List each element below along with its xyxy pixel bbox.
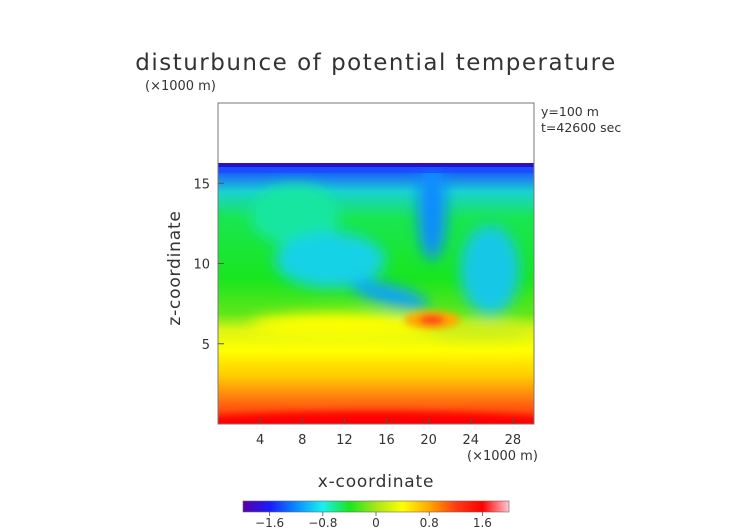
x-tick-label: 4 bbox=[256, 433, 264, 448]
annotation-t: t=42600 sec bbox=[541, 120, 621, 135]
colorbar-tick-label: 0.8 bbox=[420, 516, 439, 530]
x-tick-label: 8 bbox=[298, 433, 306, 448]
x-axis-ticks: 4 8 12 16 20 24 28 bbox=[256, 418, 521, 448]
cool-tongue bbox=[351, 280, 429, 310]
x-scale-label: (×1000 m) bbox=[467, 449, 538, 464]
y-axis-ticks: 5 10 15 bbox=[193, 177, 224, 353]
chart-title: disturbunce of potential temperature bbox=[135, 50, 617, 76]
colorbar-ticks: −1.6 −0.8 0 0.8 1.6 bbox=[255, 512, 492, 530]
y-tick-label: 5 bbox=[202, 338, 210, 353]
colorbar-tick-label: 1.6 bbox=[473, 516, 492, 530]
surface-warm bbox=[218, 412, 534, 424]
warm-core bbox=[419, 315, 445, 325]
x-tick-label: 16 bbox=[378, 433, 395, 448]
top-cold-band bbox=[218, 163, 534, 167]
y-tick-label: 10 bbox=[193, 258, 210, 273]
warm-band-right bbox=[430, 322, 530, 338]
x-axis-label: x-coordinate bbox=[318, 472, 434, 492]
cool-anomaly-left bbox=[250, 185, 340, 245]
y-axis-label: z-coordinate bbox=[165, 210, 185, 325]
colorbar-tick-label: −1.6 bbox=[255, 516, 284, 530]
warm-lens bbox=[250, 313, 430, 337]
annotation-y: y=100 m bbox=[541, 104, 599, 119]
x-tick-label: 24 bbox=[463, 433, 480, 448]
heatmap-field bbox=[218, 163, 534, 424]
x-tick-label: 12 bbox=[336, 433, 353, 448]
cool-anomaly-right bbox=[460, 225, 520, 315]
x-tick-label: 20 bbox=[420, 433, 437, 448]
y-scale-label: (×1000 m) bbox=[145, 79, 216, 94]
x-tick-label: 28 bbox=[505, 433, 522, 448]
top-blue-band bbox=[218, 167, 534, 173]
colorbar-tick-label: −0.8 bbox=[308, 516, 337, 530]
cool-anomaly-center bbox=[275, 232, 385, 288]
cool-column bbox=[418, 163, 446, 260]
colorbar bbox=[242, 500, 510, 513]
y-tick-label: 15 bbox=[193, 177, 210, 192]
colorbar-tick-label: 0 bbox=[372, 516, 380, 530]
